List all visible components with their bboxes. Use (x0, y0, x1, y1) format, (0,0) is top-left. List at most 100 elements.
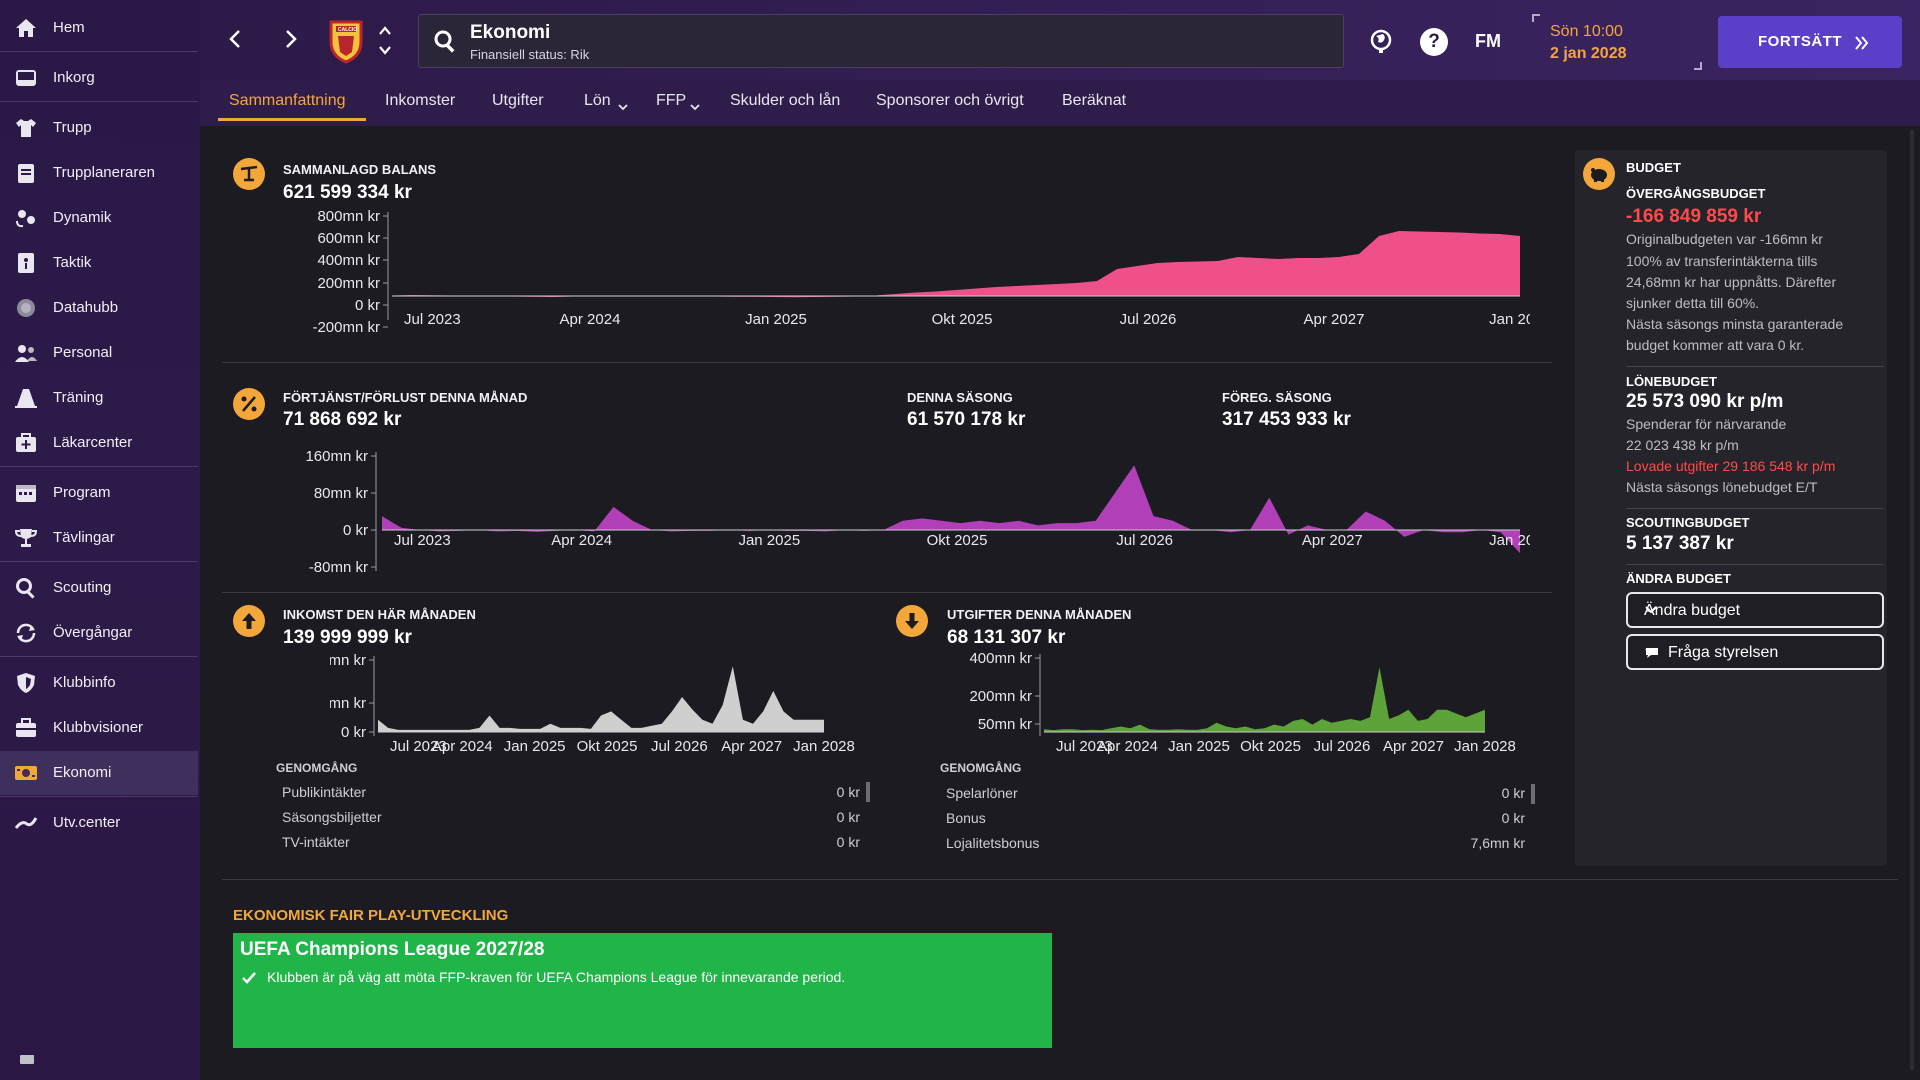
expenses-list-scrollbar[interactable] (1531, 784, 1535, 804)
game-date[interactable]: Sön 10:00 2 jan 2028 (1532, 14, 1702, 70)
expenses-row-value: 0 kr (1501, 785, 1525, 801)
sidebar-item-datahubb[interactable]: Datahubb (0, 286, 198, 330)
page-title: Ekonomi (470, 22, 551, 43)
scouting-budget-value: 5 137 387 kr (1626, 533, 1734, 554)
x-tick-label: Jan 2025 (738, 532, 800, 549)
wage-budget-title: LÖNEBUDGET (1626, 374, 1717, 389)
balance-scale-icon (233, 158, 265, 190)
x-tick-label: Jan 2025 (504, 738, 566, 755)
sidebar-item-klubbvisioner[interactable]: Klubbvisioner (0, 706, 198, 750)
top-bar: CALCIO Ekonomi Finansiell status: Rik ? … (200, 0, 1920, 80)
back-arrow-icon[interactable] (228, 28, 242, 55)
x-tick-label: Okt 2025 (577, 738, 638, 755)
sidebar-item-overgangar[interactable]: Övergångar (0, 611, 198, 655)
sidebar-item-taktik[interactable]: Taktik (0, 241, 198, 285)
income-row-label: Säsongsbiljetter (282, 809, 382, 825)
profit-chart: 160mn kr 80mn kr 0 kr -80mn kr Jul 2023 Apr 2… (305, 448, 1530, 576)
piggy-bank-icon (1583, 158, 1615, 190)
x-tick-label: Jul 2023 (1056, 738, 1113, 755)
arrow-up-icon (233, 605, 265, 637)
tab-utgifter[interactable]: Utgifter (492, 92, 544, 109)
tab-lon[interactable]: Lön (584, 92, 611, 109)
ask-board-dropdown[interactable]: Fråga styrelsen (1626, 634, 1884, 670)
wage-promised: Lovade utgifter 29 186 548 kr p/m (1626, 458, 1836, 474)
sidebar-item-dynamik[interactable]: Dynamik (0, 196, 198, 240)
staff-icon (13, 341, 39, 365)
y-tick-label: 400mn kr (969, 652, 1032, 667)
fm-menu-button[interactable]: FM (1475, 31, 1501, 51)
sidebar-item-hem[interactable]: Hem (0, 6, 198, 50)
x-tick-label: Apr 2027 (1304, 311, 1365, 328)
tab-skulder-och-lan[interactable]: Skulder och lån (730, 92, 841, 109)
transfer-budget-note: 24,68mn kr har uppnåtts. Därefter (1626, 274, 1837, 290)
x-tick-label: Jan 2025 (1168, 738, 1230, 755)
change-budget-dropdown[interactable]: Ändra budget (1626, 592, 1884, 628)
forward-arrow-icon[interactable] (284, 28, 298, 55)
sidebar-item-program[interactable]: Program (0, 471, 198, 515)
medical-kit-icon (13, 431, 39, 455)
expenses-row-label: Lojalitetsbonus (946, 835, 1040, 851)
chevron-down-icon (1644, 602, 1868, 621)
help-icon[interactable]: ? (1420, 28, 1448, 56)
x-tick-label: Jan 2028 (793, 738, 855, 755)
club-badge[interactable]: CALCIO (328, 18, 364, 64)
sidebar-item-klubbinfo[interactable]: Klubbinfo (0, 661, 198, 705)
sidebar-item-traning[interactable]: Träning (0, 376, 198, 420)
tab-sammanfattning[interactable]: Sammanfattning (229, 92, 346, 109)
keyboard-icon[interactable] (20, 1055, 34, 1064)
transfer-budget-note: Nästa säsongs minsta garanterade (1626, 316, 1844, 332)
income-list-scrollbar[interactable] (866, 782, 870, 802)
y-tick-label: 350mn kr (330, 652, 366, 669)
series-area (382, 465, 1520, 554)
sidebar-item-trupp[interactable]: Trupp (0, 106, 198, 150)
sidebar-item-personal[interactable]: Personal (0, 331, 198, 375)
x-tick-label: Apr 2024 (551, 532, 612, 549)
season-title: DENNA SÄSONG (907, 390, 1013, 405)
sidebar: Hem Inkorg Trupp Trupplaneraren Dynamik … (0, 0, 200, 1080)
globe-icon[interactable] (1368, 28, 1394, 59)
tab-ffp[interactable]: FFP (656, 92, 687, 109)
x-tick-label: Jul 2023 (390, 738, 447, 755)
scouting-budget-title: SCOUTINGBUDGET (1626, 515, 1750, 530)
sidebar-item-tavlingar[interactable]: Tävlingar (0, 516, 198, 560)
club-switch-chevrons-icon[interactable] (378, 24, 392, 63)
x-tick-label: Apr 2027 (1383, 738, 1444, 755)
series-area (392, 231, 1520, 298)
y-tick-label: 0 kr (343, 522, 368, 539)
sidebar-item-trupplaneraren[interactable]: Trupplaneraren (0, 151, 198, 195)
page-scrollbar[interactable] (1910, 130, 1914, 1070)
double-chevron-right-icon (1854, 35, 1870, 56)
checkmark-icon (241, 971, 257, 990)
shirt-icon (13, 116, 39, 140)
percent-icon (233, 388, 265, 420)
tab-beraknat[interactable]: Beräknat (1062, 92, 1127, 109)
x-tick-label: Jul 2026 (1116, 532, 1173, 549)
tab-sponsorer-och-ovrigt[interactable]: Sponsorer och övrigt (876, 92, 1024, 109)
x-tick-label: Jul 2023 (394, 532, 451, 549)
expenses-value: 68 131 307 kr (947, 627, 1066, 648)
x-tick-label: Jan 2028 (1489, 532, 1530, 549)
series-area (378, 666, 824, 732)
sidebar-item-scouting[interactable]: Scouting (0, 566, 198, 610)
sidebar-item-lakarcenter[interactable]: Läkarcenter (0, 421, 198, 465)
series-area (1044, 667, 1485, 732)
sidebar-item-ekonomi[interactable]: Ekonomi (0, 751, 198, 795)
x-tick-label: Apr 2024 (1097, 738, 1158, 755)
sidebar-item-utvcenter[interactable]: Utv.center (0, 801, 198, 845)
tab-inkomster[interactable]: Inkomster (385, 92, 456, 109)
y-tick-label: 80mn kr (314, 485, 368, 502)
x-tick-label: Okt 2025 (1240, 738, 1301, 755)
expenses-row-label: Bonus (946, 810, 986, 826)
balance-chart: 800mn kr 600mn kr 400mn kr 200mn kr 0 kr -200… (312, 208, 1530, 336)
continue-button[interactable]: FORTSÄTT (1718, 16, 1902, 68)
transfer-budget-note: budget kommer att vara 0 kr. (1626, 337, 1805, 353)
x-tick-label: Jul 2023 (404, 311, 461, 328)
ask-board-label: Fråga styrelsen (1668, 644, 1779, 661)
sidebar-item-inkorg[interactable]: Inkorg (0, 56, 198, 100)
shield-icon (13, 671, 39, 695)
tactics-board-icon (13, 251, 39, 275)
balance-title: SAMMANLAGD BALANS (283, 162, 437, 177)
search-box[interactable]: Ekonomi Finansiell status: Rik (418, 14, 1344, 68)
income-row-label: TV-intäkter (282, 834, 350, 850)
